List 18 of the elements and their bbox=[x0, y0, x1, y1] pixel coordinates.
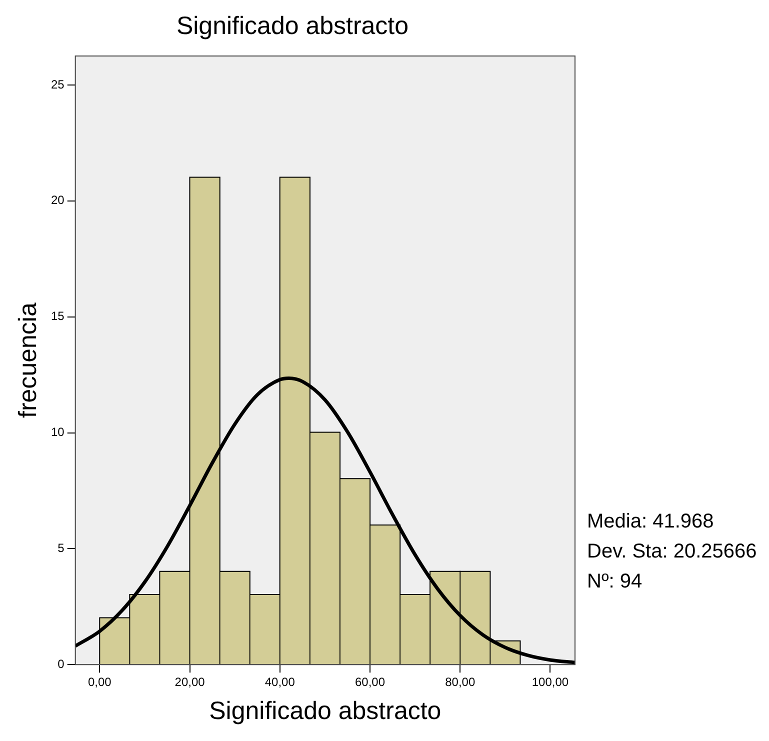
y-tick-label: 0 bbox=[58, 656, 65, 671]
x-tick-label: 40,00 bbox=[264, 675, 296, 690]
y-tick-label: 20 bbox=[50, 193, 65, 208]
y-tick-label: 5 bbox=[58, 540, 65, 555]
text: Media: 41.968 bbox=[587, 510, 714, 533]
y-tick-label: 10 bbox=[50, 425, 65, 440]
y-tick-label: 25 bbox=[50, 77, 65, 92]
x-tick-label: 0,00 bbox=[88, 675, 112, 690]
chart-title: Significado abstracto bbox=[176, 12, 409, 40]
x-tick-label: 60,00 bbox=[354, 675, 386, 690]
y-tick-label: 15 bbox=[50, 309, 65, 324]
x-axis-title: Significado abstracto bbox=[209, 696, 442, 725]
text: Dev. Sta: 20.25666 bbox=[587, 540, 757, 563]
y-axis-title: frecuencia bbox=[14, 302, 42, 418]
text: Nº: 94 bbox=[587, 570, 642, 593]
x-tick-label: 20,00 bbox=[174, 675, 206, 690]
x-tick-label: 100,00 bbox=[532, 675, 569, 690]
x-tick-label: 80,00 bbox=[445, 675, 476, 690]
